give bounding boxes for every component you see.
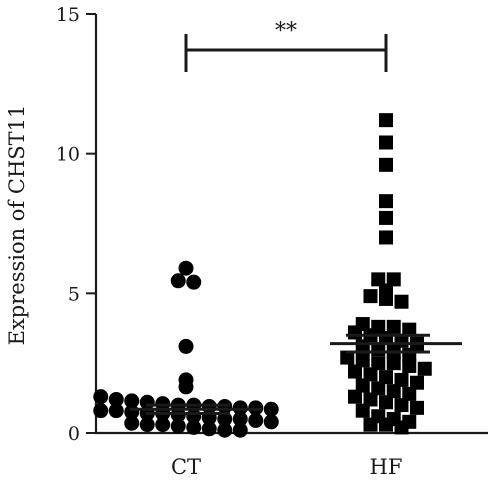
y-tick-label: 0 — [68, 423, 80, 445]
data-point — [371, 356, 386, 371]
data-point — [93, 403, 109, 419]
data-point — [379, 194, 393, 209]
data-point — [348, 389, 362, 404]
data-point — [394, 372, 409, 387]
data-point — [379, 291, 393, 306]
data-point — [402, 386, 417, 401]
x-category-labels: CT HF — [171, 455, 402, 479]
y-tick-label: 10 — [56, 144, 80, 166]
data-point — [417, 361, 432, 376]
data-point — [124, 393, 140, 409]
data-point — [363, 392, 378, 407]
data-point — [124, 415, 140, 431]
mean-sem-markers — [130, 333, 462, 415]
data-point — [232, 411, 248, 427]
axes — [94, 14, 488, 435]
data-point — [394, 398, 409, 413]
data-point — [371, 272, 386, 287]
data-point — [108, 403, 124, 419]
y-axis-label: Expression of CHST11 — [5, 105, 29, 346]
data-point — [93, 389, 109, 405]
data-point — [201, 421, 217, 437]
data-point — [402, 322, 417, 337]
data-point — [394, 420, 409, 435]
data-point — [379, 135, 393, 150]
data-point — [371, 381, 386, 396]
data-point — [178, 338, 194, 354]
data-point — [379, 370, 393, 385]
data-point — [186, 274, 202, 290]
data-point — [263, 401, 279, 417]
data-point — [386, 272, 401, 287]
x-category-label: CT — [171, 455, 201, 479]
data-point — [379, 210, 393, 225]
data-point — [263, 414, 279, 430]
data-point — [139, 417, 155, 433]
data-point — [178, 379, 194, 395]
data-point — [217, 411, 233, 427]
data-point — [386, 319, 401, 334]
y-tick-label: 5 — [68, 283, 80, 305]
data-point — [363, 417, 378, 432]
data-point — [248, 412, 264, 428]
data-point — [355, 378, 370, 393]
data-point — [348, 364, 362, 379]
y-tick-label: 15 — [56, 4, 80, 26]
data-point — [402, 358, 417, 373]
data-point — [348, 325, 362, 340]
data-point — [410, 400, 424, 415]
data-point — [355, 403, 370, 418]
data-point — [410, 375, 424, 390]
significance-label: ** — [275, 19, 297, 44]
data-point — [232, 422, 248, 438]
y-ticks: 0 5 10 15 — [56, 4, 96, 445]
data-point — [379, 230, 393, 245]
data-point — [340, 350, 355, 365]
data-point — [379, 395, 393, 410]
data-point — [386, 384, 401, 399]
data-point — [170, 273, 186, 289]
data-point — [108, 391, 124, 407]
data-point — [379, 157, 393, 172]
data-point — [379, 113, 393, 128]
data-point — [363, 367, 378, 382]
data-point — [379, 417, 393, 432]
data-point — [363, 289, 378, 304]
data-point — [394, 294, 409, 309]
data-point — [178, 260, 194, 276]
data-point — [170, 418, 186, 434]
x-category-label: HF — [370, 455, 403, 479]
data-point — [386, 356, 401, 371]
data-point — [155, 417, 171, 433]
data-point — [186, 419, 202, 435]
data-points — [93, 113, 432, 438]
data-point — [217, 422, 233, 438]
data-point — [355, 353, 370, 368]
significance-bracket: ** — [184, 19, 388, 72]
